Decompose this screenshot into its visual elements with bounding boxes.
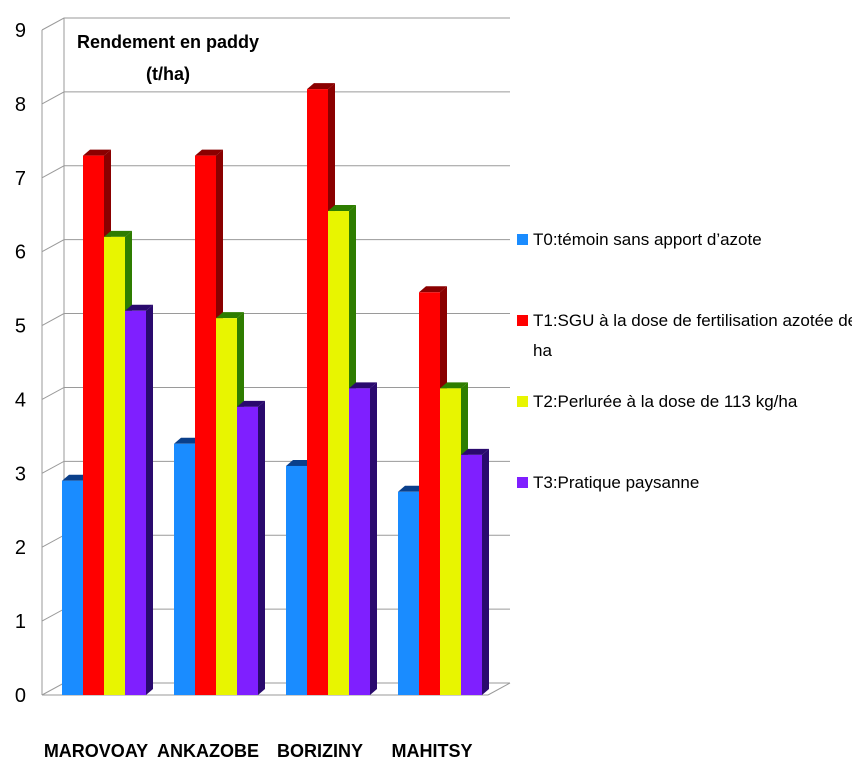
category-label: MAHITSY bbox=[392, 741, 473, 761]
legend-label: T1:SGU à la dose de fertilisation azotée… bbox=[533, 311, 852, 330]
bar-front bbox=[62, 480, 83, 695]
bar-front bbox=[104, 236, 125, 695]
gridline bbox=[41, 239, 510, 253]
bar-front bbox=[237, 406, 258, 695]
bar-top bbox=[419, 286, 447, 293]
y-axis-unit: (t/ha) bbox=[146, 64, 190, 84]
legend-item: T0:témoin sans apport d’azote bbox=[517, 230, 762, 249]
legend-item: T2:Perlurée à la dose de 113 kg/ha bbox=[517, 392, 798, 411]
bar-front bbox=[398, 491, 419, 695]
bar-front bbox=[83, 155, 104, 696]
legend-label: T2:Perlurée à la dose de 113 kg/ha bbox=[533, 392, 798, 411]
gridline bbox=[41, 313, 510, 326]
floor-right-edge bbox=[487, 682, 511, 696]
bars bbox=[62, 83, 489, 696]
x-axis-categories: MAROVOAY ANKAZOBE BORIZINY MAHITSY bbox=[44, 741, 473, 761]
legend-label: ha bbox=[533, 341, 552, 360]
legend-item: T3:Pratique paysanne bbox=[517, 473, 699, 492]
chart-title: Rendement en paddy bbox=[77, 32, 259, 52]
bar bbox=[461, 448, 489, 695]
y-tick-label: 2 bbox=[15, 537, 26, 559]
bar-front bbox=[328, 211, 349, 695]
y-tick-label: 8 bbox=[15, 94, 26, 116]
bar-front bbox=[307, 89, 328, 696]
bar-top bbox=[216, 312, 244, 319]
bar-top bbox=[83, 149, 111, 156]
y-axis-ticks: 0 1 2 3 4 5 6 7 8 9 bbox=[15, 20, 26, 707]
bar-top bbox=[104, 230, 132, 237]
bar-top bbox=[328, 205, 356, 212]
y-tick-label: 4 bbox=[15, 389, 26, 411]
legend-swatch bbox=[517, 315, 528, 326]
y-tick-label: 6 bbox=[15, 242, 26, 264]
bar-top bbox=[307, 83, 335, 90]
bar bbox=[125, 304, 153, 695]
y-tick-label: 9 bbox=[15, 20, 26, 42]
bar-top bbox=[237, 400, 265, 407]
gridline bbox=[41, 165, 510, 179]
bar-front bbox=[216, 318, 237, 695]
bar-top bbox=[125, 304, 153, 311]
bar bbox=[237, 400, 265, 695]
legend-swatch bbox=[517, 234, 528, 245]
legend-label: T0:témoin sans apport d’azote bbox=[533, 230, 762, 249]
bar-side bbox=[258, 400, 265, 695]
gridline bbox=[41, 17, 510, 31]
bar-front bbox=[349, 388, 370, 695]
gridline bbox=[41, 91, 510, 105]
bar-front bbox=[174, 443, 195, 695]
legend-item: T1:SGU à la dose de fertilisation azotée… bbox=[517, 311, 852, 360]
bar-side bbox=[370, 382, 377, 695]
bar-front bbox=[286, 465, 307, 695]
legend-label: T3:Pratique paysanne bbox=[533, 473, 699, 492]
bar-front bbox=[125, 310, 146, 695]
y-tick-label: 1 bbox=[15, 611, 26, 633]
legend: T0:témoin sans apport d’azote T1:SGU à la… bbox=[517, 230, 852, 492]
category-label: ANKAZOBE bbox=[157, 741, 259, 761]
y-tick-label: 3 bbox=[15, 463, 26, 485]
bar-top bbox=[440, 382, 468, 389]
bar-front bbox=[461, 454, 482, 695]
bar-front bbox=[440, 388, 461, 695]
legend-swatch bbox=[517, 396, 528, 407]
bar-side bbox=[146, 304, 153, 695]
bar-front bbox=[419, 292, 440, 695]
bar-top bbox=[195, 149, 223, 156]
category-label: MAROVOAY bbox=[44, 741, 148, 761]
legend-swatch bbox=[517, 477, 528, 488]
y-tick-label: 5 bbox=[15, 316, 26, 338]
bar-side bbox=[482, 448, 489, 695]
category-label: BORIZINY bbox=[277, 741, 363, 761]
bar bbox=[349, 382, 377, 695]
bar-front bbox=[195, 155, 216, 696]
bar-top bbox=[461, 448, 489, 455]
bar-top bbox=[349, 382, 377, 389]
y-tick-label: 0 bbox=[15, 685, 26, 707]
y-tick-label: 7 bbox=[15, 168, 26, 190]
